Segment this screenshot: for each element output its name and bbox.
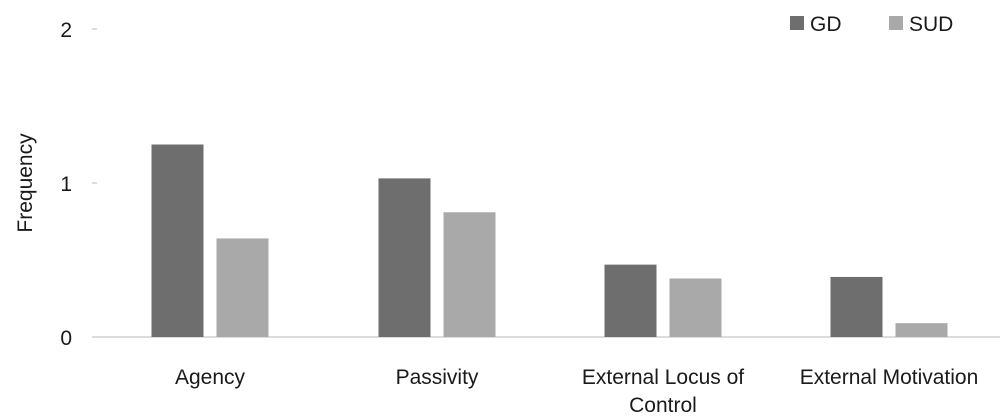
category-label: Passivity <box>396 366 479 389</box>
legend-swatch-gd <box>790 16 804 30</box>
category-label: Control <box>629 394 697 416</box>
bar-gd-1 <box>378 178 431 337</box>
y-tick-label: 0 <box>60 327 72 350</box>
legend-swatch-sud <box>889 16 903 30</box>
bar-sud-3 <box>895 323 948 337</box>
category-label: Agency <box>175 366 246 389</box>
legend-label-gd: GD <box>810 13 842 36</box>
bar-sud-0 <box>216 238 269 337</box>
legend-label-sud: SUD <box>909 13 953 36</box>
bar-sud-1 <box>443 212 496 337</box>
legend: GD SUD <box>790 13 953 36</box>
bar-gd-0 <box>151 144 204 337</box>
category-label: External Locus of <box>582 366 744 389</box>
category-label: External Motivation <box>800 366 979 389</box>
bar-gd-2 <box>604 264 657 337</box>
bars-group <box>151 144 948 337</box>
y-tick-label: 2 <box>60 19 72 42</box>
category-labels: Agency Passivity External Locus of Control E… <box>175 366 978 416</box>
y-tick-label: 1 <box>60 173 72 196</box>
y-axis-ticks: 0 1 2 <box>60 19 97 350</box>
y-axis-title: Frequency <box>14 133 37 233</box>
bar-gd-3 <box>830 276 883 337</box>
bar-sud-2 <box>669 278 722 337</box>
